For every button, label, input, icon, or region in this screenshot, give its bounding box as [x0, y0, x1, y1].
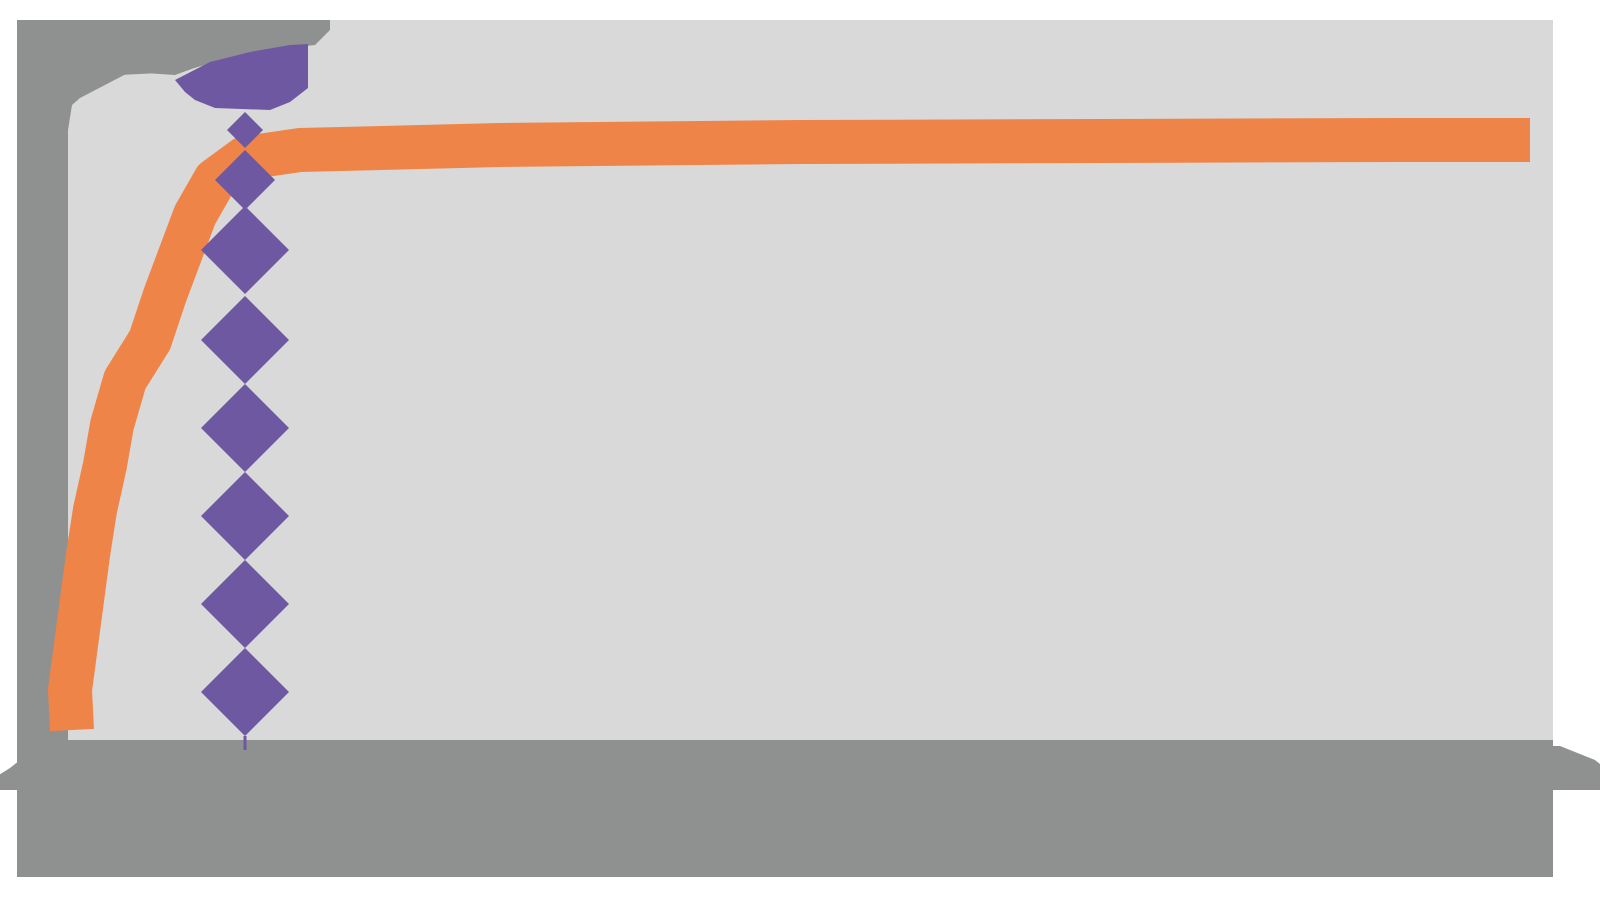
diamond-marker: [201, 296, 289, 384]
diamond-marker: [201, 472, 289, 560]
x-axis-tick-labels: [0, 746, 1600, 877]
x-tick-label-blob: [1250, 746, 1480, 790]
x-tick-label-blob: [1410, 746, 1600, 790]
x-tick-label-blob: [770, 746, 1000, 790]
legend-marker-blob: [175, 44, 308, 110]
diamond-marker: [227, 112, 263, 148]
x-axis-band: [17, 785, 1553, 877]
x-tick-label-blob: [1090, 746, 1320, 790]
chart-title-blob: [17, 20, 330, 740]
series-diamond-markers: [201, 112, 289, 736]
diamond-marker: [201, 560, 289, 648]
diamond-marker: [215, 150, 275, 210]
series-curve-line: [48, 118, 1530, 732]
x-tick-label-blob: [130, 746, 360, 790]
diamond-marker: [201, 648, 289, 736]
x-tick-label-blob: [610, 746, 840, 790]
x-tick-label-blob: [930, 746, 1160, 790]
plot-area: [68, 20, 1553, 740]
x-tick-label-blob: [290, 746, 520, 790]
x-tick-label-blob: [450, 746, 680, 790]
diamond-marker: [201, 384, 289, 472]
diamond-marker: [201, 206, 289, 294]
